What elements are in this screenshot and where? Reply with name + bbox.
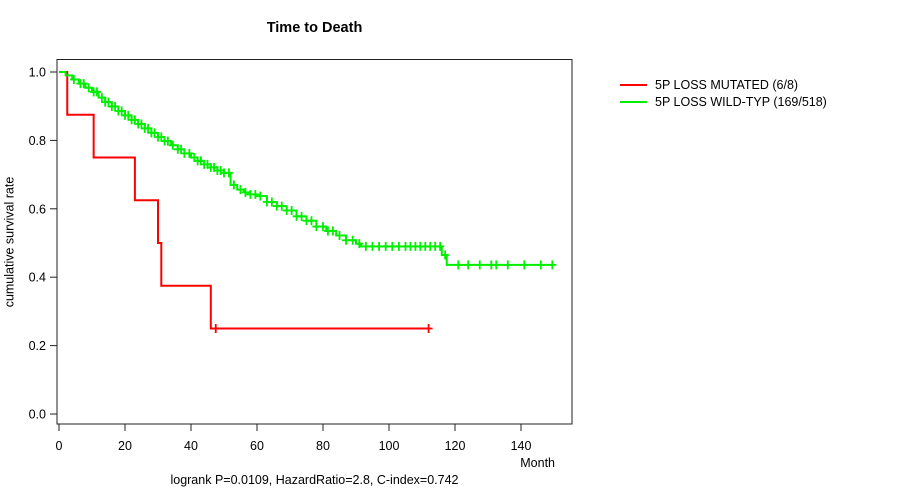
censor-tick-wildtype xyxy=(277,201,286,211)
censor-tick-wildtype xyxy=(168,140,177,150)
censor-tick-wildtype xyxy=(163,136,172,146)
y-axis-tick-label: 0.2 xyxy=(29,339,46,353)
x-axis-tick-label: 100 xyxy=(379,439,400,453)
y-axis-tick-label: 1.0 xyxy=(29,66,46,80)
censor-tick-wildtype xyxy=(328,226,337,236)
censor-tick-wildtype xyxy=(492,260,501,270)
censor-tick-wildtype xyxy=(548,260,557,270)
legend-label-mutated: 5P LOSS MUTATED (6/8) xyxy=(655,77,799,92)
censor-tick-wildtype xyxy=(229,180,238,190)
x-axis-tick-label: 120 xyxy=(445,439,466,453)
legend-label-wildtype: 5P LOSS WILD-TYP (169/518) xyxy=(655,94,827,109)
y-axis-tick-label: 0.4 xyxy=(29,271,46,285)
censor-tick-wildtype xyxy=(251,189,260,199)
censor-tick-wildtype xyxy=(84,83,93,93)
x-axis-tick-label: 80 xyxy=(316,439,330,453)
y-axis-tick-label: 0.6 xyxy=(29,202,46,216)
plot-border xyxy=(56,59,573,425)
km-curve-mutated xyxy=(59,71,429,330)
censor-tick-wildtype xyxy=(454,260,463,270)
censor-tick-wildtype xyxy=(436,241,445,251)
y-axis-title: cumulative survival rate xyxy=(2,176,17,307)
legend: 5P LOSS MUTATED (6/8) 5P LOSS WILD-TYP (… xyxy=(620,78,827,112)
km-curve-wildtype xyxy=(59,71,553,266)
y-axis-title-strip: cumulative survival rate xyxy=(0,59,18,424)
censor-tick-wildtype xyxy=(297,211,306,221)
censor-tick-wildtype xyxy=(355,239,364,249)
x-axis-tick-label: 60 xyxy=(250,439,264,453)
censor-tick-wildtype xyxy=(348,235,357,245)
censor-tick-wildtype xyxy=(287,206,296,216)
censor-tick-wildtype xyxy=(267,197,276,207)
censor-tick-wildtype xyxy=(441,250,450,260)
censor-tick-wildtype xyxy=(79,79,88,89)
censor-tick-wildtype xyxy=(185,148,194,158)
legend-line-wildtype xyxy=(620,100,647,103)
censor-tick-mutated xyxy=(424,324,433,333)
censor-tick-wildtype xyxy=(503,260,512,270)
x-axis-tick-label: 20 xyxy=(118,439,132,453)
chart-title: Time to Death xyxy=(266,20,363,36)
censor-tick-wildtype xyxy=(256,191,265,201)
censor-tick-wildtype xyxy=(92,87,101,97)
censor-tick-wildtype xyxy=(335,230,344,240)
x-axis-tick-label: 0 xyxy=(56,439,63,453)
censor-tick-wildtype xyxy=(236,185,245,195)
censor-tick-mutated xyxy=(211,324,220,333)
legend-item-mutated: 5P LOSS MUTATED (6/8) xyxy=(620,77,827,92)
censor-tick-wildtype xyxy=(224,168,233,178)
legend-line-mutated xyxy=(620,83,647,86)
censor-tick-wildtype xyxy=(319,222,327,232)
censor-tick-wildtype xyxy=(475,260,484,270)
censor-tick-wildtype xyxy=(520,260,529,270)
x-axis-tick-label: 140 xyxy=(511,439,532,453)
y-axis-tick-label: 0.0 xyxy=(29,408,46,422)
x-axis-tick-label: 40 xyxy=(184,439,198,453)
censor-tick-wildtype xyxy=(307,216,316,226)
censor-tick-wildtype xyxy=(464,260,473,270)
censor-tick-wildtype xyxy=(536,260,545,270)
stats-footer: logrank P=0.0109, HazardRatio=2.8, C-ind… xyxy=(170,473,459,487)
x-axis-title: Month xyxy=(520,456,555,470)
censor-tick-wildtype xyxy=(241,187,250,197)
y-axis-tick-label: 0.8 xyxy=(29,134,46,148)
censor-tick-wildtype xyxy=(69,75,78,85)
legend-item-wildtype: 5P LOSS WILD-TYP (169/518) xyxy=(620,94,827,109)
